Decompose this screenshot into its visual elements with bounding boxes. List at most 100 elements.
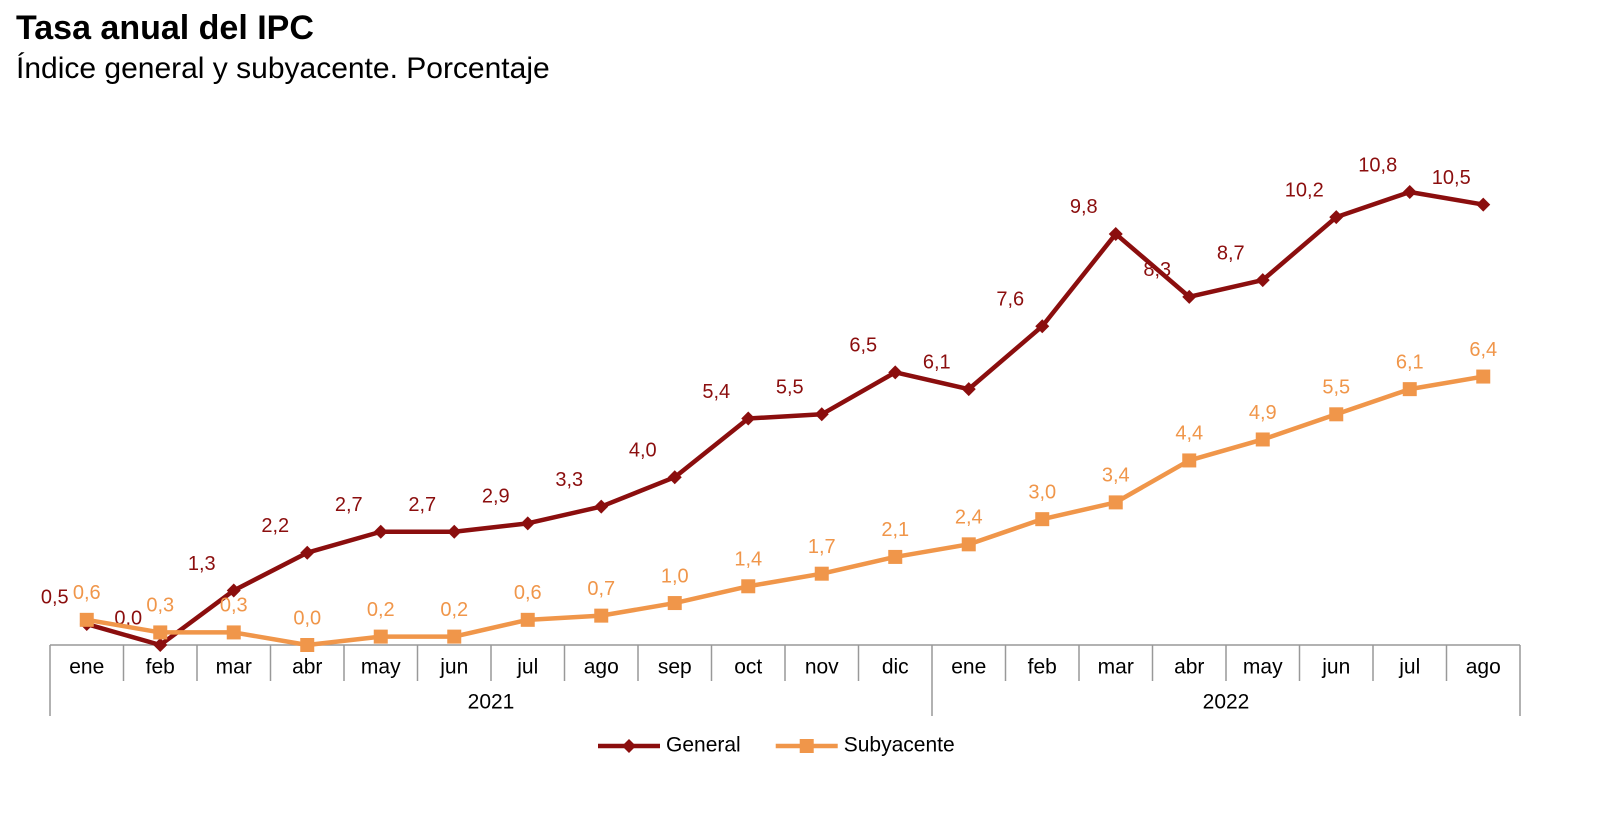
data-label: 4,4 <box>1175 423 1203 445</box>
data-point <box>153 625 168 640</box>
data-label: 0,2 <box>440 599 468 621</box>
data-label: 6,1 <box>1396 351 1424 373</box>
x-group-label: 2021 <box>468 691 515 714</box>
data-point <box>594 499 609 514</box>
data-point <box>226 583 241 598</box>
data-point <box>300 545 315 560</box>
data-point <box>1476 369 1491 384</box>
x-tick-label: mar <box>216 656 252 679</box>
chart-title: Tasa anual del IPC <box>16 9 314 47</box>
x-tick-label: jun <box>439 656 468 679</box>
data-label: 7,6 <box>996 289 1024 311</box>
legend-label: General <box>666 734 741 757</box>
data-label: 10,2 <box>1285 179 1324 201</box>
data-label: 10,5 <box>1432 167 1471 189</box>
data-point <box>594 608 609 623</box>
legend-marker <box>799 739 814 753</box>
x-tick-label: ago <box>1466 656 1501 679</box>
legend-label: Subyacente <box>844 734 955 757</box>
data-point <box>1255 273 1270 288</box>
data-label: 2,1 <box>881 519 909 541</box>
chart-subtitle: Índice general y subyacente. Porcentaje <box>16 52 550 85</box>
data-point <box>1476 197 1491 212</box>
data-point <box>300 638 315 652</box>
data-label: 0,5 <box>41 586 69 608</box>
data-label: 2,7 <box>408 494 436 516</box>
data-point <box>520 516 535 531</box>
data-point <box>79 612 94 627</box>
x-tick-label: sep <box>658 656 692 679</box>
data-label: 0,2 <box>367 599 395 621</box>
x-tick-label: dic <box>882 656 909 679</box>
data-label: 6,5 <box>849 335 877 357</box>
data-point <box>961 382 976 397</box>
data-label: 2,2 <box>261 515 289 537</box>
data-label: 9,8 <box>1070 196 1098 218</box>
series-line <box>86 189 1484 648</box>
data-point <box>447 524 462 539</box>
data-label: 8,3 <box>1143 259 1171 281</box>
data-point <box>373 524 388 539</box>
data-label: 4,9 <box>1249 402 1277 424</box>
data-label: 1,3 <box>188 553 216 575</box>
data-point <box>1182 289 1197 304</box>
data-point <box>1108 226 1123 241</box>
data-label: 0,0 <box>293 607 321 629</box>
x-tick-label: abr <box>1174 656 1204 679</box>
data-label: 0,7 <box>587 578 615 600</box>
data-label: 3,0 <box>1028 481 1056 503</box>
data-point <box>961 537 976 552</box>
data-label: 10,8 <box>1358 154 1397 176</box>
data-point <box>888 365 903 380</box>
x-tick-label: nov <box>805 656 839 679</box>
data-point <box>667 596 682 611</box>
data-point <box>1402 382 1417 397</box>
x-tick-label: ene <box>951 656 986 679</box>
data-label: 0,3 <box>220 595 248 617</box>
data-label: 8,7 <box>1217 242 1245 264</box>
data-label: 4,0 <box>629 440 657 462</box>
data-label: 5,5 <box>776 377 804 399</box>
data-label: 0,3 <box>146 595 174 617</box>
data-point <box>814 566 829 581</box>
data-label: 5,5 <box>1322 377 1350 399</box>
data-label: 2,9 <box>482 486 510 508</box>
data-label: 3,4 <box>1102 465 1130 487</box>
data-point <box>1402 185 1417 199</box>
data-label: 6,4 <box>1469 339 1497 361</box>
data-point <box>153 638 168 652</box>
x-tick-label: abr <box>292 656 322 679</box>
data-point <box>741 411 756 426</box>
x-tick-label: may <box>361 656 401 679</box>
x-group-label: 2022 <box>1203 691 1250 714</box>
data-label: 5,4 <box>702 381 730 403</box>
data-label: 3,3 <box>555 469 583 491</box>
data-point <box>1108 495 1123 510</box>
data-point <box>447 629 462 644</box>
x-tick-label: feb <box>1028 656 1057 679</box>
x-tick-label: ene <box>69 656 104 679</box>
data-point <box>1329 210 1344 225</box>
x-tick-label: jul <box>1398 656 1420 679</box>
x-tick-label: oct <box>734 656 762 679</box>
data-label: 6,1 <box>923 351 951 373</box>
x-tick-label: feb <box>146 656 175 679</box>
data-label: 0,6 <box>73 582 101 604</box>
data-point <box>1255 432 1270 447</box>
data-label: 2,7 <box>335 494 363 516</box>
data-point <box>667 470 682 485</box>
data-point <box>814 407 829 422</box>
x-tick-label: jun <box>1321 656 1350 679</box>
legend-marker <box>622 739 636 753</box>
x-tick-label: may <box>1243 656 1283 679</box>
x-tick-label: mar <box>1098 656 1134 679</box>
data-point <box>373 629 388 644</box>
data-label: 1,0 <box>661 565 689 587</box>
data-label: 1,4 <box>734 549 762 571</box>
data-point <box>1182 453 1197 468</box>
data-point <box>888 549 903 564</box>
data-point <box>741 579 756 594</box>
x-tick-label: ago <box>584 656 619 679</box>
data-point <box>226 625 241 640</box>
